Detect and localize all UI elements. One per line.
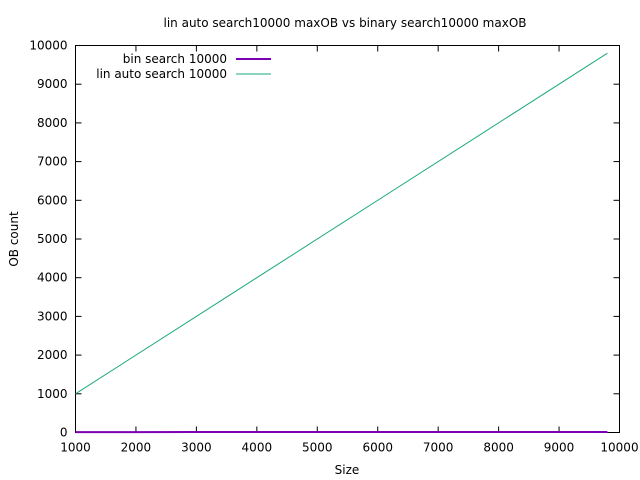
- legend-label: lin auto search 10000: [96, 67, 227, 81]
- y-axis: 0 1000 2000 3000 4000 5000 6000 7000 8000 9000 100…: [29, 39, 620, 440]
- series-line-2: [75, 52, 608, 395]
- y-tick-label: 3000: [37, 309, 68, 323]
- x-tick-label: 7000: [423, 441, 454, 455]
- x-tick-label: 1000: [60, 441, 91, 455]
- y-tick-label: 7000: [37, 155, 68, 169]
- x-tick-label: 8000: [483, 441, 514, 455]
- y-tick-label: 4000: [37, 271, 68, 285]
- y-tick-label: 0: [60, 426, 68, 440]
- y-tick-label: 6000: [37, 193, 68, 207]
- x-tick-label: 6000: [362, 441, 393, 455]
- y-tick-label: 1000: [37, 387, 68, 401]
- y-tick-label: 9000: [37, 77, 68, 91]
- chart-title: lin auto search10000 maxOB vs binary sea…: [164, 16, 527, 30]
- series-layer: [75, 52, 608, 434]
- legend-label: bin search 10000: [123, 52, 227, 66]
- x-tick-label: 5000: [302, 441, 333, 455]
- y-tick-label: 5000: [37, 232, 68, 246]
- x-tick-label: 4000: [242, 441, 273, 455]
- y-axis-label: OB count: [7, 211, 21, 267]
- x-tick-label: 2000: [121, 441, 152, 455]
- x-tick-label: 9000: [544, 441, 575, 455]
- plot-frame: [75, 45, 620, 433]
- x-tick-label: 3000: [181, 441, 212, 455]
- x-axis-label: Size: [335, 463, 360, 477]
- y-tick-label: 10000: [29, 39, 67, 53]
- y-tick-label: 8000: [37, 116, 68, 130]
- x-tick-label: 10000: [600, 441, 638, 455]
- x-axis: 1000 2000 3000 4000 5000 6000 7000 8000 9000 1000…: [60, 45, 639, 455]
- y-tick-label: 2000: [37, 348, 68, 362]
